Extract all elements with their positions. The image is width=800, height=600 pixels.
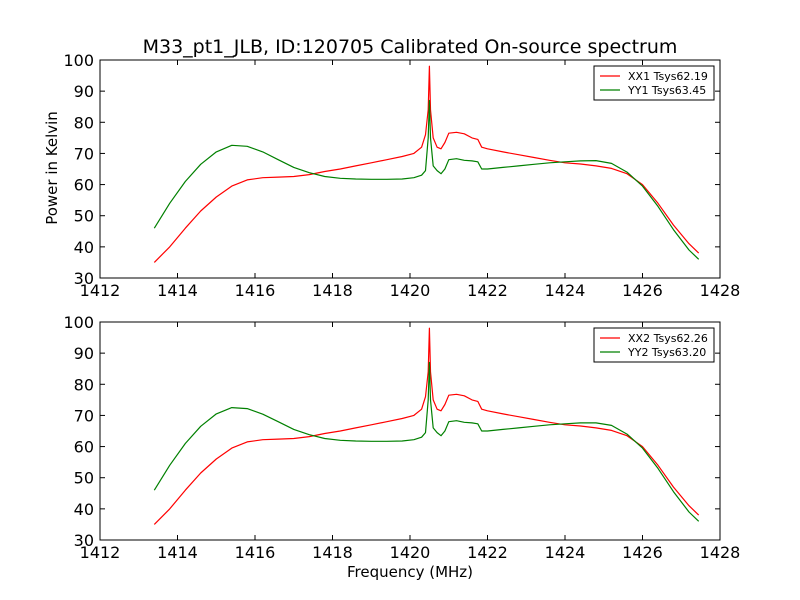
x-tick-label: 1426 — [622, 281, 663, 300]
y-tick-label: 30 — [74, 269, 94, 288]
x-tick-label: 1424 — [545, 543, 586, 562]
series-line-2-2 — [153, 361, 700, 522]
y-tick-label: 40 — [74, 238, 94, 257]
x-tick-label: 1420 — [390, 543, 431, 562]
x-tick-label: 1428 — [700, 543, 741, 562]
series-line-2-1 — [153, 327, 700, 525]
x-tick-label: 1414 — [157, 281, 198, 300]
legend-label: XX2 Tsys62.26 — [628, 332, 708, 345]
legend-label: XX1 Tsys62.19 — [628, 70, 708, 83]
x-tick-label: 1414 — [157, 543, 198, 562]
y-tick-label: 90 — [74, 82, 94, 101]
x-tick-label: 1422 — [467, 543, 508, 562]
y-tick-label: 30 — [74, 531, 94, 550]
x-tick-label: 1416 — [235, 543, 276, 562]
y-tick-label: 40 — [74, 500, 94, 519]
x-tick-label: 1418 — [312, 281, 353, 300]
y-tick-label: 60 — [74, 438, 94, 457]
y-tick-label: 50 — [74, 469, 94, 488]
x-tick-label: 1428 — [700, 281, 741, 300]
y-axis-title: Power in Kelvin — [43, 111, 61, 225]
y-tick-label: 60 — [74, 176, 94, 195]
y-tick-label: 80 — [74, 375, 94, 394]
series-line-1-2 — [153, 99, 700, 260]
y-tick-label: 70 — [74, 406, 94, 425]
x-tick-label: 1426 — [622, 543, 663, 562]
y-tick-label: 100 — [63, 51, 94, 70]
legend-label: YY1 Tsys63.45 — [627, 84, 706, 97]
x-tick-label: 1412 — [80, 281, 121, 300]
y-tick-label: 80 — [74, 113, 94, 132]
x-tick-label: 1418 — [312, 543, 353, 562]
chart-title: M33_pt1_JLB, ID:120705 Calibrated On-sou… — [143, 36, 678, 58]
y-tick-label: 70 — [74, 144, 94, 163]
x-tick-label: 1416 — [235, 281, 276, 300]
legend-box — [593, 327, 715, 363]
x-tick-label: 1424 — [545, 281, 586, 300]
top-panel: 1412 1414 1416 1418 1420 1422 1424 1426 1428 30 40… — [63, 51, 740, 300]
y-tick-label: 50 — [74, 207, 94, 226]
x-tick-label: 1412 — [80, 543, 121, 562]
legend-label: YY2 Tsys63.20 — [627, 346, 706, 359]
x-tick-label: 1420 — [390, 281, 431, 300]
y-tick-label: 100 — [63, 313, 94, 332]
bottom-panel: 1412 1414 1416 1418 1420 1422 1424 1426 1428 30 40… — [63, 313, 740, 562]
x-axis-title: Frequency (MHz) — [347, 563, 473, 581]
x-tick-label: 1422 — [467, 281, 508, 300]
y-tick-label: 90 — [74, 344, 94, 363]
legend-box — [593, 65, 715, 101]
series-line-1-1 — [153, 65, 700, 263]
